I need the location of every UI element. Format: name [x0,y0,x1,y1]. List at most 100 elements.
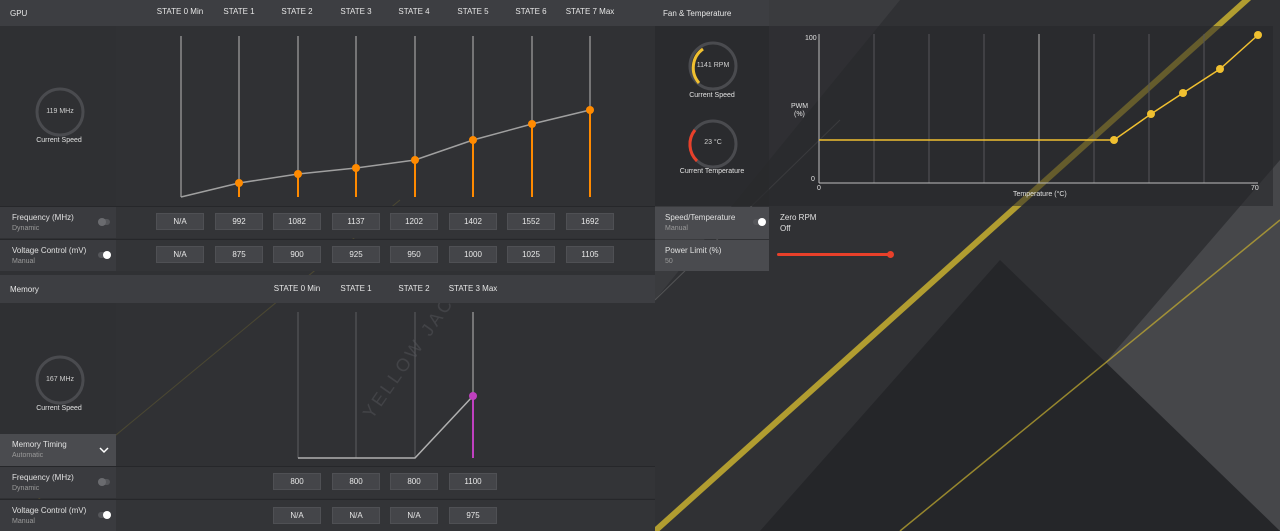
gpu-state-label: STATE 1 [223,7,255,16]
toggle-knob [103,251,111,259]
toggle-knob [758,218,766,226]
memory-frequency-cell[interactable]: 800 [273,473,321,490]
memory-header-title: Memory [10,284,39,294]
gpu-voltage-mode: Manual [12,258,35,265]
gpu-state-label: STATE 2 [281,7,313,16]
zero-rpm-label: Zero RPM [780,213,817,222]
gpu-frequency-cell[interactable]: 1082 [273,213,321,230]
gpu-frequency-cell[interactable]: N/A [156,213,204,230]
gpu-frequency-row: Frequency (MHz) Dynamic N/A 992 1082 113… [0,206,655,238]
gpu-voltage-cell[interactable]: 1025 [507,246,555,263]
gpu-frequency-label: Frequency (MHz) [12,213,74,222]
fan-header-title: Fan & Temperature [663,8,732,18]
gpu-frequency-cell[interactable]: 1692 [566,213,614,230]
fan-curve-chart[interactable] [769,26,1273,206]
gpu-state-label: STATE 0 Min [156,7,204,16]
temperature-caption: Current Temperature [679,168,745,175]
gpu-state-label: STATE 7 Max [565,7,615,16]
power-limit-slider[interactable] [777,251,894,259]
fan-header-bar: Fan & Temperature [655,0,769,26]
memory-speed-value: 167 MHz [45,376,74,383]
memory-voltage-cell[interactable]: N/A [273,507,321,524]
memory-voltage-cell[interactable]: 975 [449,507,497,524]
memory-timing-mode: Automatic [12,452,44,459]
gpu-voltage-label-cell: Voltage Control (mV) Manual [0,240,116,271]
memory-state-label: STATE 3 Max [448,284,498,293]
gpu-frequency-cell[interactable]: 992 [215,213,263,230]
power-limit-row: Power Limit (%) 50 [655,240,769,271]
gpu-state-label: STATE 5 [457,7,489,16]
power-limit-slider-track [777,253,891,256]
fan-y-max: 100 [805,35,817,42]
memory-frequency-cell[interactable]: 1100 [449,473,497,490]
memory-frequency-cell[interactable]: 800 [390,473,438,490]
gpu-state-label: STATE 6 [515,7,547,16]
fan-x-max: 70 [1251,185,1259,192]
speed-temperature-toggle[interactable] [753,218,766,226]
memory-header-bar: Memory [0,275,655,303]
memory-frequency-toggle[interactable] [98,478,110,486]
memory-state3-point [469,392,477,400]
gpu-curve-chart[interactable] [116,26,655,206]
memory-timing-label: Memory Timing [12,440,67,449]
gpu-frequency-cell[interactable]: 1402 [449,213,497,230]
gpu-state-label: STATE 3 [340,7,372,16]
gpu-frequency-cell[interactable]: 1137 [332,213,380,230]
fan-x-label: Temperature (°C) [1013,191,1067,198]
gpu-frequency-toggle[interactable] [98,218,110,226]
gpu-header-bar: GPU [0,0,655,26]
zero-rpm-value: Off [780,224,791,233]
memory-state-label: STATE 0 Min [273,284,321,293]
gpu-frequency-cell[interactable]: 1552 [507,213,555,230]
gpu-side-column [0,26,116,206]
power-limit-slider-handle[interactable] [887,251,894,258]
memory-timing-row[interactable]: Memory Timing Automatic [0,434,116,466]
toggle-knob [98,478,106,486]
gpu-voltage-cell[interactable]: 900 [273,246,321,263]
gpu-voltage-cell[interactable]: 875 [215,246,263,263]
gpu-voltage-cell[interactable]: 925 [332,246,380,263]
gpu-speed-value: 119 MHz [46,108,74,115]
memory-state-label: STATE 2 [398,284,430,293]
memory-frequency-label: Frequency (MHz) [12,473,74,482]
gpu-speed-gauge [35,87,85,137]
memory-frequency-cell[interactable]: 800 [332,473,380,490]
zero-rpm-area[interactable]: Zero RPM Off [769,207,969,239]
memory-speed-gauge [35,355,85,405]
gpu-state-label: STATE 4 [398,7,430,16]
memory-voltage-cell[interactable]: N/A [390,507,438,524]
gpu-voltage-cell[interactable]: N/A [156,246,204,263]
memory-voltage-toggle[interactable] [98,511,111,519]
power-limit-value: 50 [665,258,673,265]
speed-temperature-mode: Manual [665,225,688,232]
speed-temperature-row: Speed/Temperature Manual [655,207,769,239]
temperature-gauge [688,119,738,169]
memory-curve-chart[interactable]: YELLOW JACK [116,303,655,467]
fan-y-label: PWM [791,103,809,110]
gpu-voltage-toggle[interactable] [98,251,111,259]
gpu-frequency-label-cell: Frequency (MHz) Dynamic [0,207,116,238]
gpu-speed-caption: Current Speed [36,137,82,144]
fan-speed-caption: Current Speed [689,92,735,99]
toggle-knob [98,218,106,226]
gpu-frequency-mode: Dynamic [12,225,40,232]
gpu-frequency-cell[interactable]: 1202 [390,213,438,230]
fan-speed-value: 1141 RPM [696,62,730,69]
power-limit-label: Power Limit (%) [665,246,722,255]
chevron-down-icon[interactable] [99,446,109,454]
memory-frequency-label-cell: Frequency (MHz) Dynamic [0,467,116,498]
memory-voltage-cell[interactable]: N/A [332,507,380,524]
fan-y-unit: (%) [794,111,805,118]
gpu-voltage-row: Voltage Control (mV) Manual N/A 875 900 … [0,239,655,271]
memory-speed-caption: Current Speed [36,405,82,412]
gpu-voltage-cell[interactable]: 1105 [566,246,614,263]
gpu-voltage-cell[interactable]: 1000 [449,246,497,263]
fan-gauge-column [655,26,769,206]
memory-voltage-label-cell: Voltage Control (mV) Manual [0,500,116,531]
fan-speed-gauge [688,41,738,91]
memory-voltage-row: Voltage Control (mV) Manual N/A N/A N/A … [0,499,655,531]
fan-x-min: 0 [817,185,821,192]
memory-voltage-mode: Manual [12,518,35,525]
memory-frequency-row: Frequency (MHz) Dynamic 800 800 800 1100 [0,466,655,498]
gpu-voltage-cell[interactable]: 950 [390,246,438,263]
